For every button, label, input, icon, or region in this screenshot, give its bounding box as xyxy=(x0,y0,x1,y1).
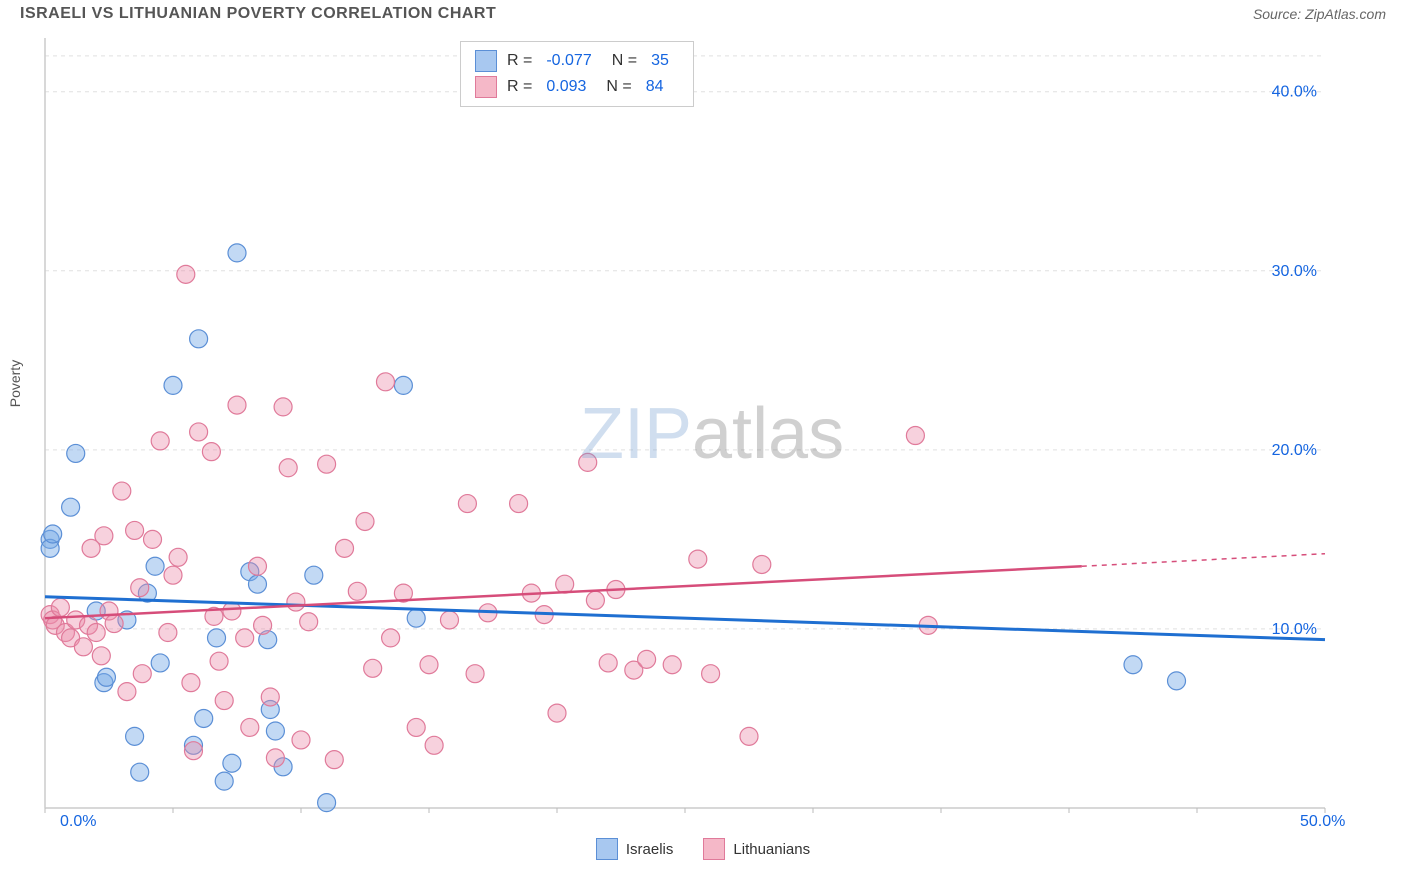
chart-container: Poverty 10.0%20.0%30.0%40.0% ZIPatlas R … xyxy=(20,33,1386,813)
legend-swatch xyxy=(703,838,725,860)
n-label: N = xyxy=(612,52,637,70)
x-min-label: 0.0% xyxy=(60,813,96,831)
source-label: Source: ZipAtlas.com xyxy=(1253,6,1386,22)
r-value: 0.093 xyxy=(542,78,596,96)
stats-box: R = -0.077 N = 35 R = 0.093 N = 84 xyxy=(460,41,694,107)
legend-label: Israelis xyxy=(626,841,674,858)
stats-row: R = 0.093 N = 84 xyxy=(475,74,679,100)
stats-row: R = -0.077 N = 35 xyxy=(475,48,679,74)
svg-text:20.0%: 20.0% xyxy=(1272,442,1317,459)
r-label: R = xyxy=(507,78,532,96)
n-value: 35 xyxy=(647,52,679,70)
y-axis-label: Poverty xyxy=(7,360,23,407)
svg-text:30.0%: 30.0% xyxy=(1272,263,1317,280)
r-label: R = xyxy=(507,52,532,70)
bottom-legend: Israelis Lithuanians xyxy=(0,838,1406,860)
svg-text:40.0%: 40.0% xyxy=(1272,84,1317,101)
legend-item: Lithuanians xyxy=(703,838,810,860)
correlation-chart: 10.0% 20.0% 30.0% 40.0% xyxy=(20,33,1345,813)
series-swatch xyxy=(475,50,497,72)
r-value: -0.077 xyxy=(542,52,601,70)
legend-item: Israelis xyxy=(596,838,674,860)
n-value: 84 xyxy=(642,78,674,96)
series-swatch xyxy=(475,76,497,98)
legend-label: Lithuanians xyxy=(733,841,810,858)
x-max-label: 50.0% xyxy=(1300,813,1345,831)
page-title: ISRAELI VS LITHUANIAN POVERTY CORRELATIO… xyxy=(20,5,496,23)
legend-swatch xyxy=(596,838,618,860)
svg-text:10.0%: 10.0% xyxy=(1272,621,1317,638)
x-axis-labels: 0.0% 50.0% xyxy=(20,813,1386,838)
n-label: N = xyxy=(606,78,631,96)
